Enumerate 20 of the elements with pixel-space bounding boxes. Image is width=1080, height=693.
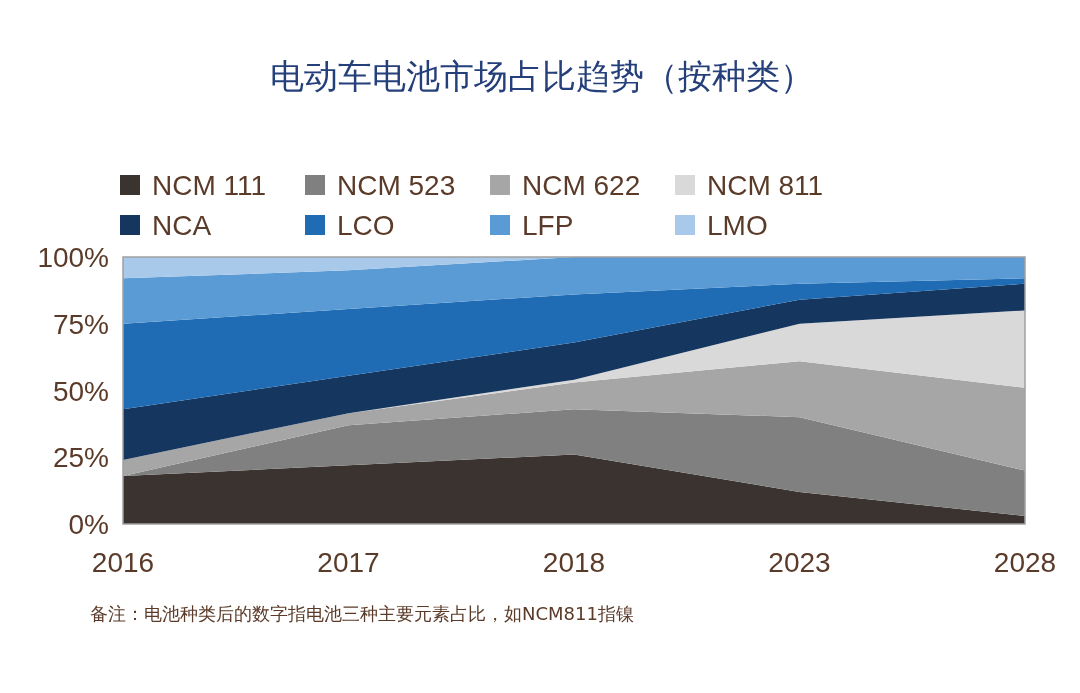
legend-label: NCA <box>152 210 212 241</box>
text: 备注：电池种类后的数字指电池三种主要元素占比，如NCM811指镍 <box>90 603 634 624</box>
x-tick-label: 2018 <box>542 547 606 578</box>
legend-label: NCM 811 <box>707 170 824 201</box>
legend-label: LMO <box>707 210 768 241</box>
legend-label: NCM 111 <box>152 170 267 201</box>
x-tick-label: 2017 <box>317 547 380 578</box>
title: 电动车电池市场占比趋势（按种类） <box>270 56 814 96</box>
x-tick-label: 2016 <box>91 547 155 578</box>
y-tick-label: 75% <box>52 308 109 340</box>
x-tick-label: 2023 <box>768 547 831 578</box>
y-tick-label: 50% <box>52 375 109 407</box>
y-tick-label: 100% <box>37 242 109 273</box>
legend-label: LFP <box>522 210 574 241</box>
y-tick-label: 0% <box>68 509 109 540</box>
y-tick-label: 25% <box>52 442 109 474</box>
x-tick-label: 2028 <box>993 547 1057 578</box>
legend-label: NCM 523 <box>337 170 456 201</box>
legend-label: LCO <box>337 210 395 241</box>
legend-label: NCM 622 <box>522 170 641 201</box>
